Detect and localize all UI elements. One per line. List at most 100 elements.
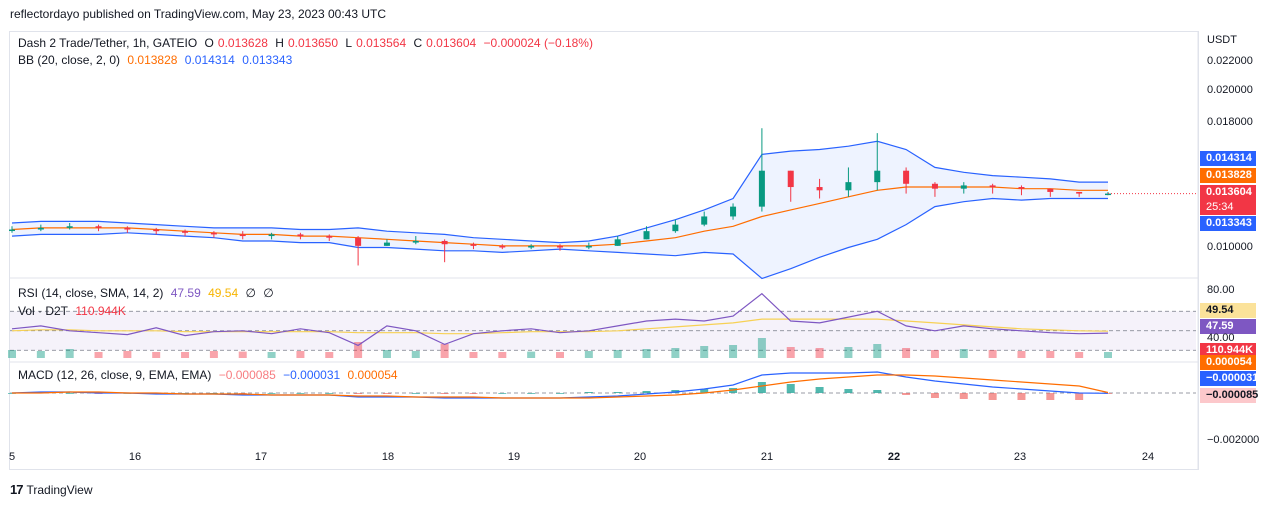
macd-histogram-bar [959, 393, 968, 399]
volume-bar [527, 351, 536, 358]
macd-histogram-bar [700, 389, 709, 393]
candle-body [1018, 187, 1025, 189]
macd-signal-line [12, 374, 1109, 399]
macd-histogram-bar [354, 393, 363, 394]
candle-body [412, 240, 419, 243]
volume-bar [959, 349, 968, 358]
volume-bar [209, 351, 218, 358]
macd-line-value: −0.000031 [283, 368, 341, 382]
time-tick-4: 19 [507, 451, 521, 463]
volume-bar [65, 349, 74, 358]
bb-upper-line [11, 140, 1108, 244]
volume-bar [930, 350, 939, 358]
macd-signal-badge: 0.000054 [1200, 355, 1256, 370]
macd-histogram-bar [786, 384, 795, 393]
time-tick-2: 17 [254, 451, 268, 463]
time-tick-7: 22 [887, 451, 901, 463]
low-value: 0.013564 [356, 36, 407, 50]
macd-histogram-bar [382, 393, 391, 394]
tradingview-logo[interactable]: 17 TradingView [10, 482, 93, 497]
volume-bar [556, 352, 564, 358]
macd-histogram-bar [296, 393, 305, 394]
rsi-label[interactable]: RSI (14, close, SMA, 14, 2) [18, 286, 164, 300]
macd-hist-badge: −0.000085 [1200, 388, 1258, 403]
macd-histogram-bar [325, 393, 334, 394]
volume-bar [815, 348, 824, 358]
macd-histogram-bar [267, 393, 276, 394]
candle-body [585, 245, 592, 248]
close-label: C [413, 36, 423, 50]
tradingview-logo-icon: 17 [10, 482, 24, 497]
open-value: 0.013628 [217, 36, 268, 50]
candle-body [874, 170, 881, 183]
price-tick-0: 0.022000 [1207, 55, 1253, 67]
candle-body [470, 244, 477, 246]
candle-body [499, 245, 506, 248]
price-axis-currency: USDT [1207, 34, 1237, 46]
macd-histogram-bar [902, 393, 911, 395]
bb-lower-value: 0.013343 [242, 53, 293, 67]
tradingview-brand: TradingView [26, 482, 93, 497]
macd-histogram-bar [930, 393, 939, 398]
volume-badge: 110.944K [1200, 343, 1256, 358]
rsi-line [11, 292, 1109, 347]
candle-body [816, 187, 823, 191]
macd-histogram-bar [440, 393, 449, 394]
bb-upper-value: 0.014314 [184, 53, 235, 67]
candle-body [66, 226, 73, 228]
candle-body [1047, 188, 1054, 192]
publisher-caption: reflectordayo published on TradingView.c… [10, 7, 386, 21]
volume-bar [267, 352, 276, 358]
rsi-value: 47.59 [170, 286, 201, 300]
bb-basis-value: 0.013828 [127, 53, 178, 67]
rsi-extra-2: ∅ [263, 286, 274, 300]
time-tick-0: 5 [8, 451, 16, 463]
macd-histogram-bar [411, 393, 420, 394]
candle-body [326, 236, 333, 238]
macd-histogram-bar [1104, 393, 1112, 394]
symbol-title[interactable]: Dash 2 Trade/Tether, 1h, GATEIO [18, 36, 198, 50]
volume-bar [411, 351, 420, 358]
volume-bar [671, 348, 680, 358]
candle-body [9, 229, 15, 232]
close-value: 0.013604 [426, 36, 477, 50]
volume-bar [873, 344, 882, 358]
volume-bar [786, 347, 795, 358]
macd-histogram-bar [988, 393, 997, 400]
rsi-tick-80: 80.00 [1207, 284, 1235, 296]
candle-body [441, 240, 448, 245]
macd-line-badge: −0.000031 [1200, 371, 1258, 386]
volume-bar [325, 352, 334, 358]
low-label: L [345, 36, 353, 50]
macd-hist-value: −0.000085 [218, 368, 276, 382]
price-tick-1: 0.020000 [1207, 84, 1253, 96]
price-tick-3: 0.010000 [1207, 241, 1253, 253]
macd-label[interactable]: MACD (12, 26, close, 9, EMA, EMA) [18, 368, 212, 382]
bb-label[interactable]: BB (20, close, 2, 0) [18, 53, 121, 67]
macd-histogram-bar [642, 391, 651, 393]
volume-bar [382, 350, 391, 358]
volume-bar [469, 352, 478, 358]
bb-basis-badge: 0.013828 [1200, 168, 1256, 183]
volume-bar [642, 349, 651, 358]
macd-histogram-bar [757, 382, 766, 393]
macd-histogram-bar [1075, 393, 1084, 400]
candle-body [1105, 193, 1111, 196]
high-value: 0.013650 [287, 36, 339, 50]
change-value: −0.000024 (−0.18%) [483, 36, 593, 50]
candle-body [268, 234, 275, 237]
vol-label[interactable]: Vol · D2T [18, 304, 69, 318]
candle-body [297, 234, 304, 237]
time-tick-3: 18 [381, 451, 395, 463]
rsi-tick-40: 40.00 [1207, 332, 1235, 344]
time-tick-1: 16 [128, 451, 142, 463]
candle-body [355, 237, 362, 246]
volume-bar [123, 351, 132, 358]
candle-body [182, 231, 189, 233]
macd-histogram-bar [556, 393, 564, 394]
last-price-value: 0.013604 [1206, 186, 1252, 198]
candle-body [239, 234, 246, 237]
volume-bar [902, 348, 911, 358]
candle-body [153, 229, 160, 232]
